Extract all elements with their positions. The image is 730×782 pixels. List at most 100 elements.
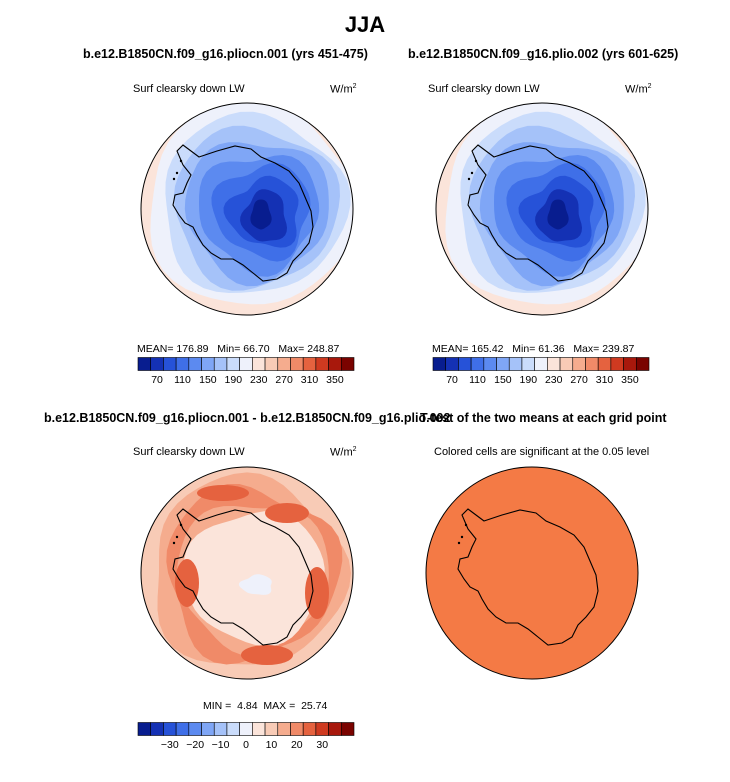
colorbar-swatch [163,357,177,371]
antarctica-coastline [457,508,599,646]
colorbar-swatch [534,357,548,371]
panel-2-subtitle: Surf clearsky down LW [428,83,540,95]
panel-3-title: b.e12.B1850CN.f09_g16.pliocn.001 - b.e12… [44,411,451,425]
colorbar-swatch [150,357,164,371]
colorbar-swatch [188,357,202,371]
colorbar-swatch [188,722,202,736]
panel-1-stats: MEAN= 176.89 Min= 66.70 Max= 248.87 [137,343,340,355]
colorbar-tick-label: 270 [570,374,588,386]
colorbar-swatch [239,722,253,736]
colorbar-swatch [432,357,447,371]
panel-1-subtitle: Surf clearsky down LW [133,83,245,95]
colorbar-swatch [302,357,317,371]
colorbar-swatch [445,357,459,371]
colorbar-swatch [137,357,152,371]
colorbar-swatch [302,722,317,736]
colorbar-tick-label: 190 [519,374,538,386]
map-boundary [140,102,354,316]
colorbar-tick-label: 110 [174,374,191,386]
colorbar-tick-label: 310 [595,374,614,386]
panel-3-units: W/m2 [330,446,357,459]
panel-3-colorbar [137,722,355,736]
colorbar-tick-label: 350 [326,374,344,386]
colorbar-swatch [470,357,485,371]
contour-level [250,199,272,230]
colorbar-swatch [175,722,190,736]
colorbar-tick-label: 10 [265,739,278,751]
colorbar-tick-label: 310 [300,374,319,386]
colorbar-tick-label: 230 [544,374,563,386]
contour-level [175,559,199,607]
colorbar-tick-label: 190 [224,374,243,386]
colorbar-tick-label: 270 [275,374,293,386]
colorbar-swatch [508,357,523,371]
panel-3-subtitle: Surf clearsky down LW [133,446,245,458]
island-mark [460,535,464,539]
colorbar-swatch [496,357,510,371]
island-mark [179,523,183,527]
colorbar-swatch [264,722,279,736]
island-mark [179,159,183,163]
colorbar-swatch [175,357,190,371]
island-mark [467,177,471,181]
colorbar-swatch [163,722,177,736]
contour-level [238,574,272,595]
colorbar-swatch [290,357,304,371]
colorbar-swatch [213,722,228,736]
colorbar-swatch [201,722,215,736]
map-boundary [140,466,354,680]
panel-1-colorbar [137,357,355,371]
colorbar-tick-label: 350 [621,374,639,386]
panel-4-title: T-test of the two means at each grid poi… [420,411,667,425]
colorbar-swatch [483,357,497,371]
colorbar-swatch [277,357,291,371]
contour-level [547,199,569,230]
colorbar-swatch [328,357,342,371]
island-mark [474,159,478,163]
panel-2-map [435,102,649,316]
colorbar-swatch [585,357,599,371]
colorbar-tick-label: −30 [160,739,179,751]
contour-level [197,485,249,501]
colorbar-swatch [213,357,228,371]
antarctica-coastline [467,144,609,282]
colorbar-swatch [458,357,472,371]
colorbar-swatch [201,357,215,371]
antarctica-coastline [172,508,314,646]
island-mark [175,535,179,539]
colorbar-swatch [559,357,574,371]
island-mark [464,523,468,527]
island-mark [175,171,179,175]
map-boundary [435,102,649,316]
colorbar-swatch [635,357,650,371]
colorbar-swatch [340,357,355,371]
colorbar-swatch [252,357,266,371]
colorbar-swatch [226,357,240,371]
island-mark [172,541,176,545]
colorbar-swatch [239,357,253,371]
colorbar-tick-label: 230 [249,374,268,386]
colorbar-swatch [340,722,355,736]
colorbar-swatch [572,357,586,371]
panel-3-stats: MIN = 4.84 MAX = 25.74 [203,700,328,712]
colorbar-tick-label: 110 [469,374,486,386]
colorbar-tick-label: 150 [494,374,512,386]
colorbar-swatch [623,357,637,371]
colorbar-swatch [328,722,342,736]
colorbar-tick-label: 0 [243,739,249,751]
colorbar-swatch [137,722,152,736]
panel-4-subtitle: Colored cells are significant at the 0.0… [434,446,650,458]
colorbar-swatch [315,357,329,371]
colorbar-tick-label: 70 [446,374,458,386]
colorbar-swatch [252,722,266,736]
panel-3-map [140,466,354,680]
panel-4-map [425,466,639,680]
colorbar-swatch [547,357,561,371]
panel-2-stats: MEAN= 165.42 Min= 61.36 Max= 239.87 [432,343,635,355]
panel-2-title: b.e12.B1850CN.f09_g16.plio.002 (yrs 601-… [408,47,679,61]
colorbar-tick-label: −10 [211,739,230,751]
panel-2-units: W/m2 [625,83,652,96]
antarctica-coastline [172,144,314,282]
colorbar-tick-label: 20 [290,739,303,751]
island-mark [172,177,176,181]
